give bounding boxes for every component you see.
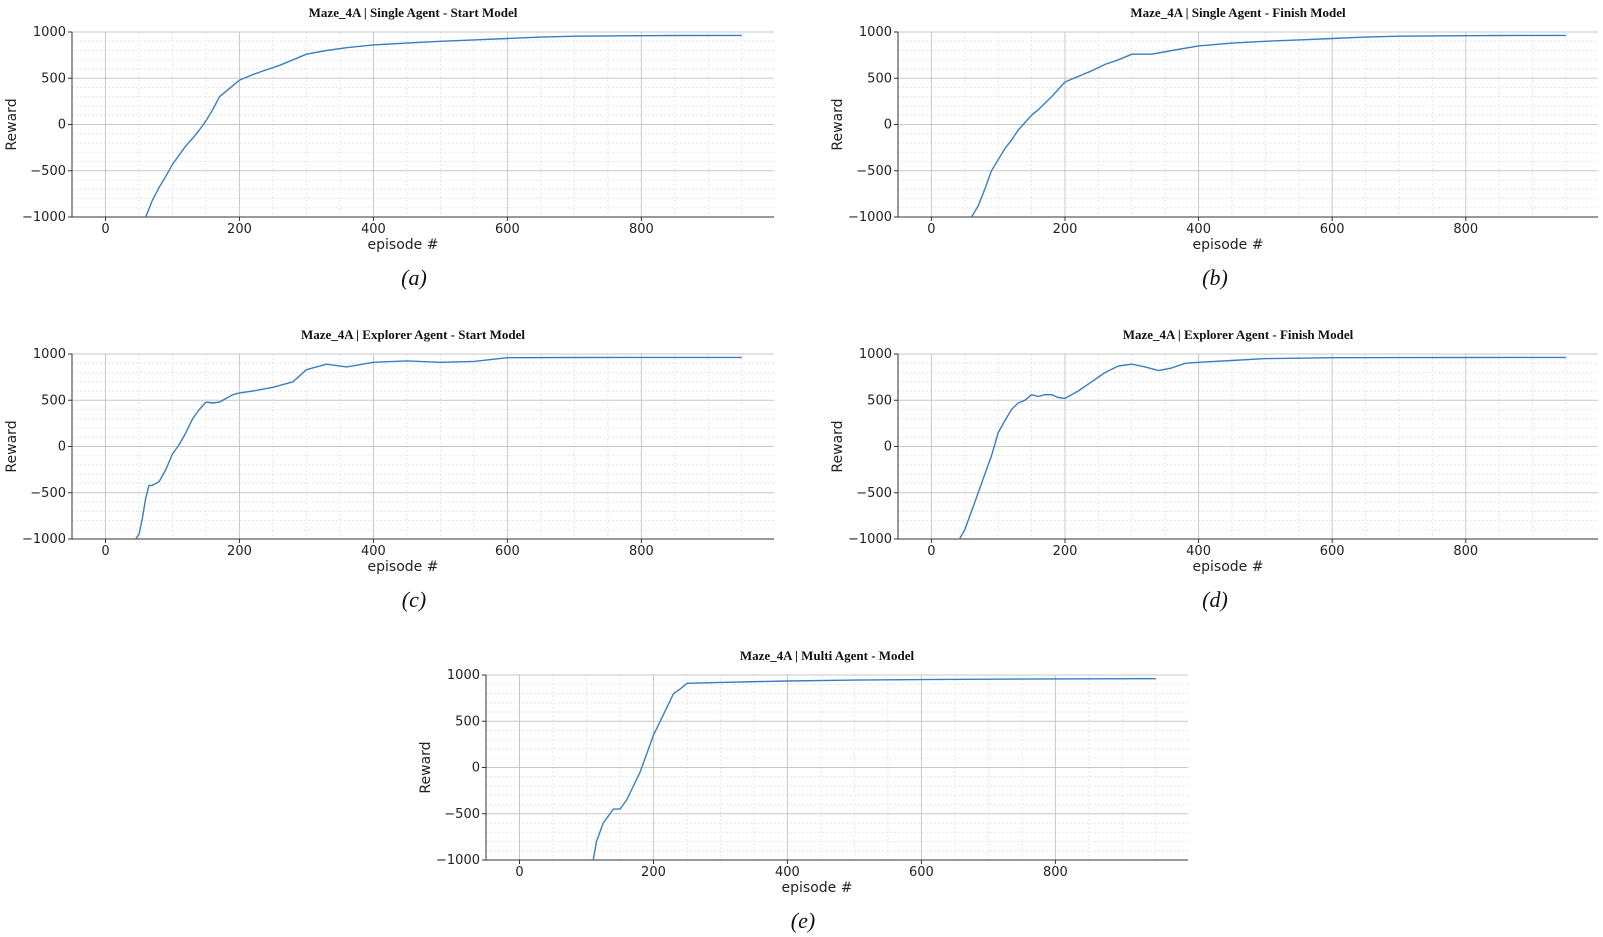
reward-series-line bbox=[970, 34, 1566, 218]
y-tick-label: 500 bbox=[41, 393, 66, 408]
y-axis-label: Reward bbox=[4, 420, 20, 472]
x-tick-label: 600 bbox=[1320, 222, 1345, 237]
y-axis-label: Reward bbox=[830, 98, 846, 150]
y-tick-label: 1000 bbox=[447, 668, 480, 683]
caption-a-text: (a) bbox=[401, 265, 427, 290]
y-tick-label: 1000 bbox=[33, 347, 66, 362]
y-tick-label: 500 bbox=[41, 71, 66, 86]
reward-series-line bbox=[958, 356, 1566, 540]
x-tick-label: 600 bbox=[495, 222, 520, 237]
caption-b: (b) bbox=[1202, 265, 1228, 290]
y-tick-label: 1000 bbox=[859, 347, 892, 362]
y-tick-label: −500 bbox=[856, 164, 892, 179]
y-tick-label: 0 bbox=[58, 440, 66, 455]
y-tick-label: 500 bbox=[867, 393, 892, 408]
x-axis-label: episode # bbox=[782, 880, 853, 896]
y-axis-label: Reward bbox=[4, 98, 20, 150]
x-tick-label: 400 bbox=[361, 544, 386, 559]
x-tick-label: 400 bbox=[361, 222, 386, 237]
x-tick-label: 400 bbox=[1186, 544, 1211, 559]
chart-b: −1000 −500 0 500 1000 0 200 400 600 800 episode # R… bbox=[830, 5, 1598, 253]
chart-d: −1000 −500 0 500 1000 0 200 400 600 800 episode # R… bbox=[830, 327, 1598, 575]
y-tick-label: −1000 bbox=[436, 853, 480, 868]
y-tick-label: 0 bbox=[884, 440, 892, 455]
x-tick-label: 200 bbox=[227, 222, 252, 237]
caption-a: (a) bbox=[401, 265, 427, 290]
chart-title: Maze_4A | Single Agent - Finish Model bbox=[1130, 5, 1346, 20]
y-tick-label: 500 bbox=[867, 71, 892, 86]
x-tick-label: 600 bbox=[495, 544, 520, 559]
x-tick-label: 0 bbox=[927, 544, 935, 559]
x-tick-label: 200 bbox=[641, 865, 666, 880]
chart-title: Maze_4A | Multi Agent - Model bbox=[740, 648, 915, 663]
y-tick-label: −1000 bbox=[22, 532, 66, 547]
y-axis-label: Reward bbox=[830, 420, 846, 472]
x-tick-label: 200 bbox=[227, 544, 252, 559]
caption-c: (c) bbox=[402, 587, 426, 612]
chart-a: −1000 −500 0 500 1000 0 200 400 600 800 episode # R… bbox=[4, 5, 774, 253]
y-tick-label: −1000 bbox=[848, 532, 892, 547]
caption-e-text: (e) bbox=[791, 908, 815, 933]
x-tick-label: 200 bbox=[1053, 222, 1078, 237]
x-axis-label: episode # bbox=[368, 559, 439, 575]
x-tick-label: 800 bbox=[629, 222, 654, 237]
x-axis-label: episode # bbox=[1193, 559, 1264, 575]
y-tick-label: 1000 bbox=[859, 25, 892, 40]
x-tick-label: 400 bbox=[1186, 222, 1211, 237]
caption-b-text: (b) bbox=[1202, 265, 1228, 290]
caption-d: (d) bbox=[1202, 587, 1228, 612]
x-tick-label: 800 bbox=[1043, 865, 1068, 880]
x-tick-label: 0 bbox=[515, 865, 523, 880]
reward-series-line bbox=[135, 356, 742, 540]
x-tick-label: 0 bbox=[101, 544, 109, 559]
chart-title: Maze_4A | Explorer Agent - Start Model bbox=[301, 327, 525, 342]
x-tick-label: 0 bbox=[101, 222, 109, 237]
x-tick-label: 0 bbox=[927, 222, 935, 237]
x-tick-label: 800 bbox=[629, 544, 654, 559]
y-tick-label: −500 bbox=[444, 807, 480, 822]
reward-series-line bbox=[592, 678, 1156, 861]
y-tick-label: −500 bbox=[30, 486, 66, 501]
chart-e: −1000 −500 0 500 1000 0 200 400 600 800 episode # R… bbox=[418, 648, 1188, 896]
y-tick-label: −1000 bbox=[22, 210, 66, 225]
x-tick-label: 200 bbox=[1053, 544, 1078, 559]
y-tick-label: 0 bbox=[884, 118, 892, 133]
caption-d-text: (d) bbox=[1202, 587, 1228, 612]
y-tick-label: 0 bbox=[472, 761, 480, 776]
x-axis-label: episode # bbox=[368, 237, 439, 253]
chart-title: Maze_4A | Explorer Agent - Finish Model bbox=[1123, 327, 1354, 342]
major-grid bbox=[898, 353, 1598, 540]
y-tick-label: 500 bbox=[455, 714, 480, 729]
x-tick-label: 600 bbox=[909, 865, 934, 880]
y-tick-label: 1000 bbox=[33, 25, 66, 40]
y-tick-label: −500 bbox=[30, 164, 66, 179]
x-axis-label: episode # bbox=[1193, 237, 1264, 253]
y-axis-label: Reward bbox=[418, 741, 434, 793]
caption-c-text: (c) bbox=[402, 587, 426, 612]
y-tick-label: −500 bbox=[856, 486, 892, 501]
x-tick-label: 800 bbox=[1453, 222, 1478, 237]
y-tick-label: −1000 bbox=[848, 210, 892, 225]
x-tick-label: 600 bbox=[1320, 544, 1345, 559]
x-tick-label: 400 bbox=[775, 865, 800, 880]
x-tick-label: 800 bbox=[1453, 544, 1478, 559]
y-tick-label: 0 bbox=[58, 118, 66, 133]
chart-c: −1000 −500 0 500 1000 0 200 400 600 800 episode # R… bbox=[4, 327, 774, 575]
reward-series-line bbox=[145, 34, 742, 218]
caption-e: (e) bbox=[791, 908, 815, 933]
chart-title: Maze_4A | Single Agent - Start Model bbox=[309, 5, 518, 20]
